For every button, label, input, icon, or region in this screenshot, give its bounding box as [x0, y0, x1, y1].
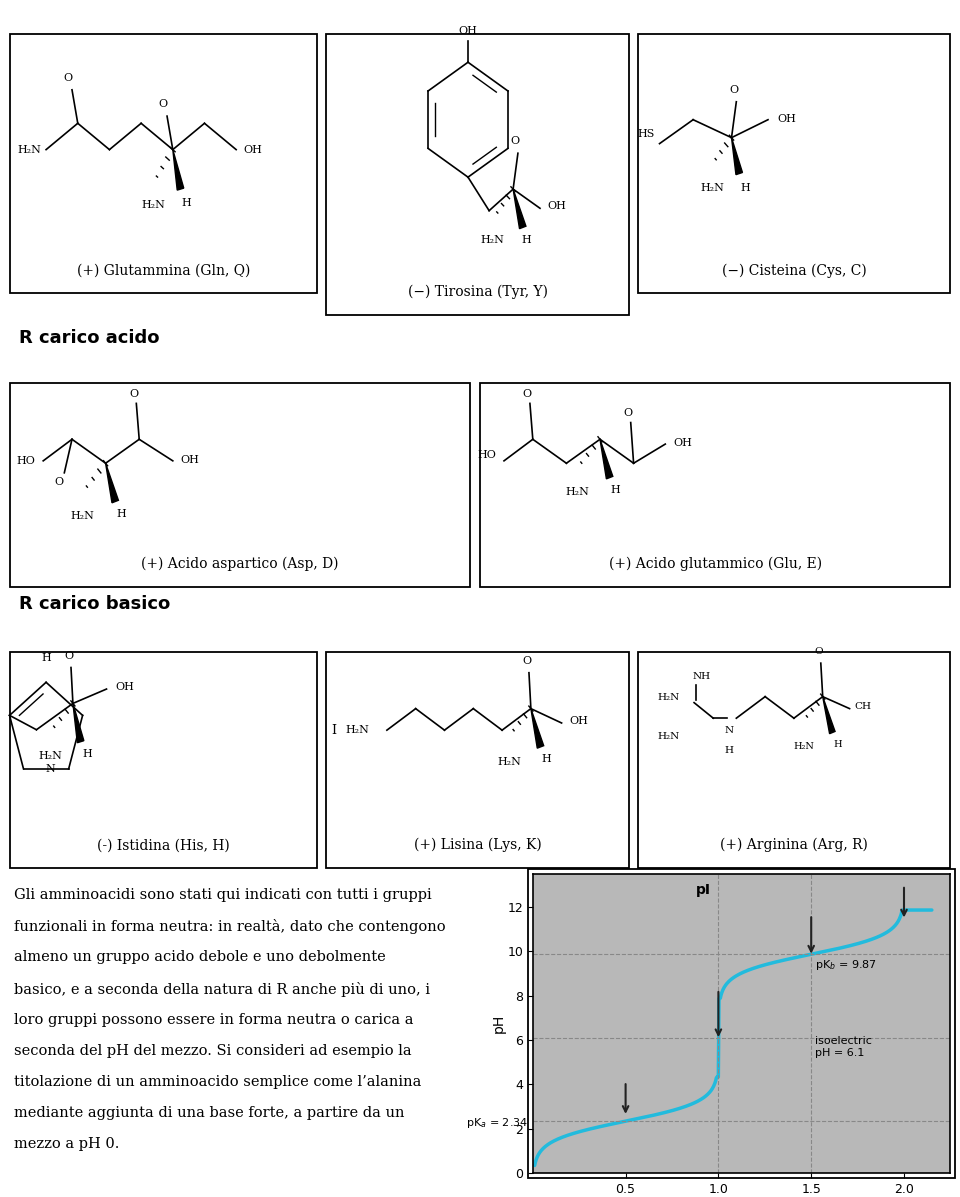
Text: (+) Glutammina (Gln, Q): (+) Glutammina (Gln, Q) [77, 263, 250, 278]
Text: I: I [331, 724, 336, 736]
Text: Gli amminoacidi sono stati qui indicati con tutti i gruppi: Gli amminoacidi sono stati qui indicati … [14, 888, 432, 903]
Text: H: H [740, 183, 750, 193]
Text: H: H [521, 235, 532, 244]
Bar [10, 652, 317, 868]
Text: O: O [158, 99, 168, 109]
Polygon shape [531, 709, 543, 748]
Text: O: O [64, 650, 74, 661]
Text: H₂N: H₂N [480, 235, 504, 244]
Text: HO: HO [477, 450, 496, 460]
Text: H₂N: H₂N [498, 757, 521, 766]
Text: R carico acido: R carico acido [19, 328, 159, 347]
Text: OH: OH [778, 114, 797, 123]
Text: H: H [116, 509, 126, 518]
Text: N: N [45, 764, 56, 774]
Bar [10, 34, 317, 293]
Text: H: H [834, 740, 842, 749]
Text: titolazione di un amminoacido semplice come l’alanina: titolazione di un amminoacido semplice c… [14, 1075, 421, 1089]
Text: funzionali in forma neutra: in realtà, dato che contengono: funzionali in forma neutra: in realtà, d… [14, 919, 446, 935]
Text: H₂N: H₂N [71, 511, 94, 521]
Text: (+) Arginina (Arg, R): (+) Arginina (Arg, R) [720, 838, 869, 852]
Text: HO: HO [16, 456, 36, 466]
Text: H₂N: H₂N [658, 693, 680, 703]
Text: H₂N: H₂N [346, 725, 370, 735]
Text: OH: OH [459, 26, 477, 36]
Text: O: O [129, 389, 138, 399]
Text: O: O [522, 656, 532, 666]
Text: H₂N: H₂N [142, 200, 165, 209]
Text: HS: HS [637, 129, 655, 139]
Polygon shape [732, 138, 742, 175]
Bar [638, 34, 950, 293]
Text: H₂N: H₂N [701, 183, 724, 193]
Text: H: H [41, 654, 51, 663]
Text: H: H [724, 746, 733, 755]
Polygon shape [73, 704, 84, 742]
Text: OH: OH [115, 681, 134, 692]
Text: H₂N: H₂N [793, 742, 814, 752]
Text: R carico basico: R carico basico [19, 595, 171, 614]
Bar [480, 383, 950, 587]
Text: O: O [63, 73, 73, 83]
Polygon shape [106, 463, 118, 503]
Text: H: H [83, 749, 92, 759]
Text: pK$_a$ = 2.34: pK$_a$ = 2.34 [466, 1117, 528, 1130]
Text: pK$_b$ = 9.87: pK$_b$ = 9.87 [815, 958, 876, 972]
Text: OH: OH [673, 438, 692, 448]
Text: (-) Istidina (His, H): (-) Istidina (His, H) [97, 838, 229, 852]
Text: (+) Lisina (Lys, K): (+) Lisina (Lys, K) [414, 838, 541, 852]
Text: H₂N: H₂N [17, 145, 41, 154]
Text: OH: OH [180, 455, 200, 464]
Text: mezzo a pH 0.: mezzo a pH 0. [14, 1137, 120, 1152]
Text: NH: NH [693, 672, 710, 681]
Text: H₂N: H₂N [38, 752, 61, 761]
Text: (+) Acido aspartico (Asp, D): (+) Acido aspartico (Asp, D) [141, 557, 339, 571]
Text: seconda del pH del mezzo. Si consideri ad esempio la: seconda del pH del mezzo. Si consideri a… [14, 1044, 412, 1058]
Text: H: H [181, 198, 191, 207]
Text: H₂N: H₂N [658, 731, 680, 741]
Text: (−) Cisteina (Cys, C): (−) Cisteina (Cys, C) [722, 263, 867, 278]
Text: isoelectric
pH = 6.1: isoelectric pH = 6.1 [815, 1035, 872, 1058]
Text: H: H [541, 754, 551, 764]
Text: OH: OH [547, 201, 566, 211]
Bar [10, 383, 470, 587]
Text: (−) Tirosina (Tyr, Y): (−) Tirosina (Tyr, Y) [408, 285, 547, 299]
Polygon shape [823, 697, 835, 734]
Text: almeno un gruppo acido debole e uno debolmente: almeno un gruppo acido debole e uno debo… [14, 950, 386, 965]
Text: loro gruppi possono essere in forma neutra o carica a: loro gruppi possono essere in forma neut… [14, 1013, 414, 1027]
Bar [638, 652, 950, 868]
Polygon shape [173, 150, 183, 190]
Text: mediante aggiunta di una base forte, a partire da un: mediante aggiunta di una base forte, a p… [14, 1106, 405, 1120]
Text: OH: OH [569, 716, 588, 725]
Text: O: O [730, 85, 739, 95]
Text: N: N [724, 725, 733, 735]
Text: OH: OH [244, 145, 263, 154]
Text: CH: CH [854, 701, 872, 711]
Text: H: H [611, 485, 620, 494]
Text: H₂N: H₂N [565, 487, 588, 497]
Text: O: O [815, 646, 823, 656]
Text: O: O [511, 136, 519, 146]
Text: O: O [54, 478, 63, 487]
Text: pI: pI [696, 882, 711, 897]
Polygon shape [514, 189, 526, 229]
Text: O: O [623, 408, 633, 418]
Bar [326, 34, 629, 315]
Y-axis label: pH: pH [492, 1014, 506, 1033]
Bar [326, 652, 629, 868]
Text: O: O [522, 389, 532, 399]
Text: basico, e a seconda della natura di R anche più di uno, i: basico, e a seconda della natura di R an… [14, 982, 430, 997]
Polygon shape [600, 439, 612, 479]
Text: (+) Acido glutammico (Glu, E): (+) Acido glutammico (Glu, E) [609, 557, 822, 571]
